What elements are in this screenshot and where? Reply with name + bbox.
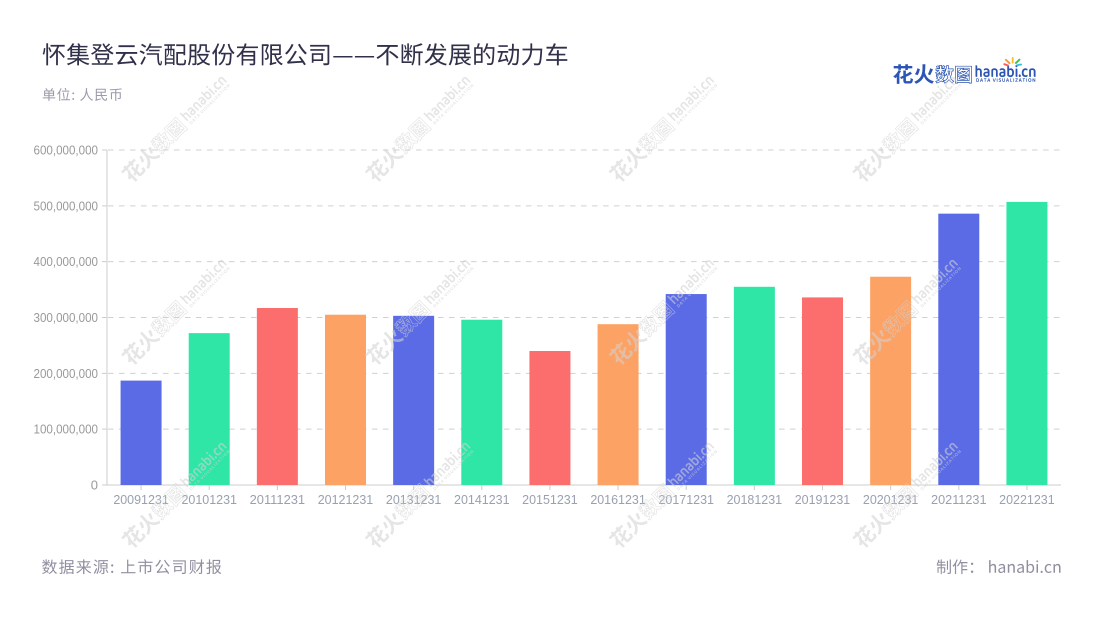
svg-text:20171231: 20171231 [658,492,714,507]
svg-text:20181231: 20181231 [727,492,783,507]
svg-text:0: 0 [91,478,98,493]
svg-text:600,000,000: 600,000,000 [34,143,99,158]
svg-text:500,000,000: 500,000,000 [34,198,99,213]
svg-text:20101231: 20101231 [181,492,237,507]
svg-text:100,000,000: 100,000,000 [34,422,99,437]
svg-text:300,000,000: 300,000,000 [34,310,99,325]
svg-text:20211231: 20211231 [931,492,987,507]
svg-text:400,000,000: 400,000,000 [34,254,99,269]
svg-text:20111231: 20111231 [250,492,306,507]
svg-text:20191231: 20191231 [795,492,851,507]
svg-text:200,000,000: 200,000,000 [34,366,99,381]
svg-text:20221231: 20221231 [999,492,1055,507]
svg-text:20161231: 20161231 [590,492,646,507]
svg-text:20121231: 20121231 [318,492,374,507]
svg-text:20151231: 20151231 [522,492,578,507]
svg-text:20141231: 20141231 [454,492,510,507]
